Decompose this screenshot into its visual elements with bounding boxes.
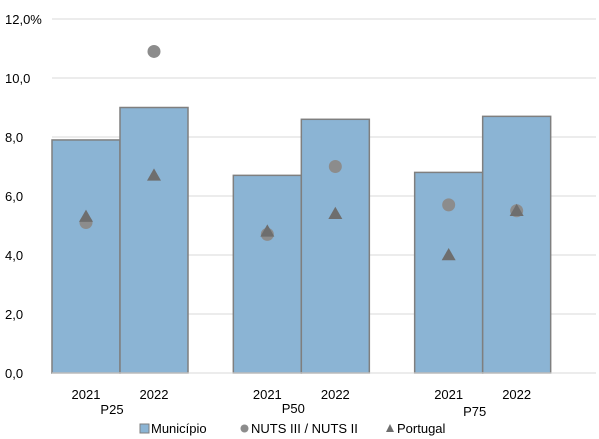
x-year-label: 2022 bbox=[321, 387, 350, 402]
legend-label: NUTS III / NUTS II bbox=[251, 421, 358, 436]
group-label: P25 bbox=[100, 402, 123, 417]
legend-swatch-circle bbox=[240, 424, 249, 433]
bar bbox=[300, 118, 371, 374]
bar bbox=[481, 115, 552, 374]
legend-label: Portugal bbox=[397, 421, 446, 436]
marker-triangle bbox=[79, 209, 93, 222]
bars-municipio bbox=[51, 106, 552, 374]
y-tick-label: 0,0 bbox=[5, 366, 23, 381]
marker-triangle bbox=[328, 206, 343, 219]
marker-triangle bbox=[441, 248, 456, 261]
marker-triangle bbox=[260, 224, 275, 237]
marker-circle bbox=[328, 160, 342, 173]
marker-circle bbox=[442, 198, 456, 212]
y-tick-label: 2,0 bbox=[5, 307, 23, 322]
axes: 0,0 2,0 4,0 6,0 8,0 10,0 12,0% 2021 2022 2021 2022… bbox=[5, 12, 596, 419]
marker-circle bbox=[147, 44, 161, 58]
legend-swatch-triangle bbox=[386, 424, 394, 432]
bar bbox=[51, 139, 121, 374]
y-tick-label: 12,0% bbox=[5, 12, 42, 27]
x-year-label: 2021 bbox=[434, 387, 463, 402]
y-tick-label: 6,0 bbox=[5, 189, 23, 204]
group-label: P75 bbox=[463, 404, 486, 419]
markers bbox=[79, 44, 524, 261]
bar bbox=[232, 174, 303, 374]
bar bbox=[119, 106, 189, 374]
marker-triangle bbox=[509, 203, 524, 216]
x-year-label: 2022 bbox=[140, 387, 169, 402]
group-label: P50 bbox=[282, 401, 305, 416]
x-year-label: 2021 bbox=[72, 387, 101, 402]
y-tick-label: 4,0 bbox=[5, 248, 23, 263]
legend: Município NUTS III / NUTS II Portugal bbox=[139, 421, 446, 436]
y-tick-label: 8,0 bbox=[5, 130, 23, 145]
marker-triangle bbox=[147, 168, 161, 181]
legend-swatch-square bbox=[139, 423, 150, 434]
legend-label: Município bbox=[151, 421, 207, 436]
x-year-label: 2021 bbox=[253, 387, 282, 402]
y-tick-label: 10,0 bbox=[5, 71, 30, 86]
x-year-label: 2022 bbox=[502, 387, 531, 402]
